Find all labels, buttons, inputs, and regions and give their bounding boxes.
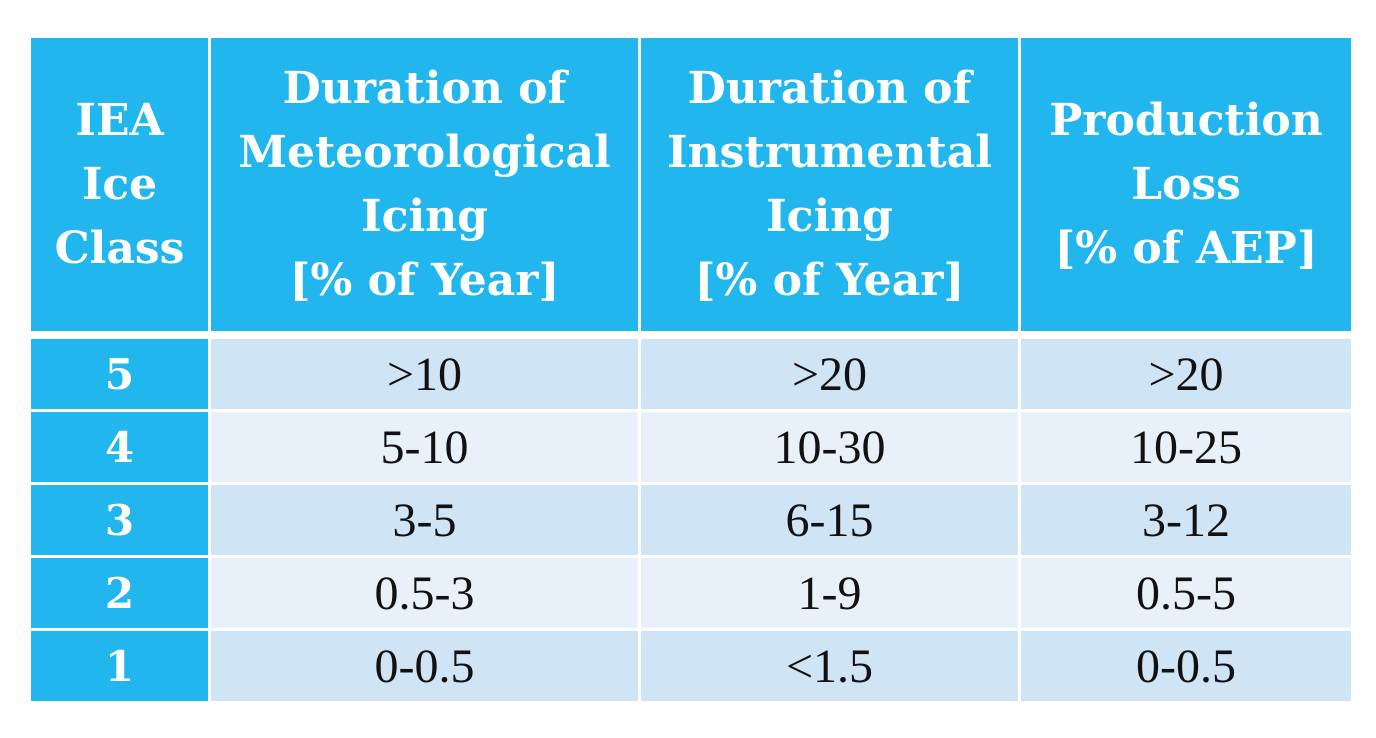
meteorological-cell: 0-0.5 — [208, 628, 641, 704]
ice-class-cell: 3 — [28, 482, 211, 558]
header-line: [% of Year] — [289, 254, 560, 306]
table-body: 5 >10 >20 >20 4 5-10 10-30 10-25 3 3-5 6… — [28, 333, 1354, 704]
table-row: 2 0.5-3 1-9 0.5-5 — [28, 555, 1354, 631]
header-line: IEA — [75, 94, 164, 146]
header-production-loss: Production Loss [% of AEP] — [1018, 35, 1354, 337]
ice-class-cell: 2 — [28, 555, 211, 631]
header-ice-class: IEA Ice Class — [28, 35, 211, 337]
instrumental-cell: <1.5 — [638, 628, 1021, 704]
table-header: IEA Ice Class Duration of Meteorological… — [28, 35, 1354, 337]
instrumental-cell: 10-30 — [638, 409, 1021, 485]
instrumental-cell: 6-15 — [638, 482, 1021, 558]
header-meteorological-icing: Duration of Meteorological Icing [% of Y… — [208, 35, 641, 337]
meteorological-cell: >10 — [208, 333, 641, 412]
instrumental-cell: >20 — [638, 333, 1021, 412]
table-row: 1 0-0.5 <1.5 0-0.5 — [28, 628, 1354, 704]
header-line: Production — [1049, 94, 1323, 146]
header-instrumental-icing: Duration of Instrumental Icing [% of Yea… — [638, 35, 1021, 337]
header-line: Duration of — [687, 62, 972, 114]
production-loss-cell: 0.5-5 — [1018, 555, 1354, 631]
ice-class-cell: 1 — [28, 628, 211, 704]
header-line: Instrumental — [667, 126, 992, 178]
header-line: Icing — [766, 190, 893, 242]
table-row: 5 >10 >20 >20 — [28, 333, 1354, 412]
ice-class-cell: 5 — [28, 333, 211, 412]
header-line: Loss — [1131, 158, 1241, 210]
production-loss-cell: 0-0.5 — [1018, 628, 1354, 704]
production-loss-cell: 10-25 — [1018, 409, 1354, 485]
header-row: IEA Ice Class Duration of Meteorological… — [28, 35, 1354, 337]
header-line: Icing — [361, 190, 488, 242]
meteorological-cell: 3-5 — [208, 482, 641, 558]
header-line: Duration of — [282, 62, 567, 114]
ice-class-cell: 4 — [28, 409, 211, 485]
instrumental-cell: 1-9 — [638, 555, 1021, 631]
header-line: [% of AEP] — [1054, 222, 1318, 274]
table-row: 3 3-5 6-15 3-12 — [28, 482, 1354, 558]
production-loss-cell: 3-12 — [1018, 482, 1354, 558]
header-line: Ice — [81, 158, 158, 210]
header-line: [% of Year] — [694, 254, 965, 306]
header-line: Class — [54, 222, 185, 274]
meteorological-cell: 5-10 — [208, 409, 641, 485]
meteorological-cell: 0.5-3 — [208, 555, 641, 631]
ice-class-table: IEA Ice Class Duration of Meteorological… — [28, 35, 1354, 704]
production-loss-cell: >20 — [1018, 333, 1354, 412]
table-row: 4 5-10 10-30 10-25 — [28, 409, 1354, 485]
ice-class-table-container: IEA Ice Class Duration of Meteorological… — [28, 35, 1354, 704]
header-line: Meteorological — [238, 126, 611, 178]
